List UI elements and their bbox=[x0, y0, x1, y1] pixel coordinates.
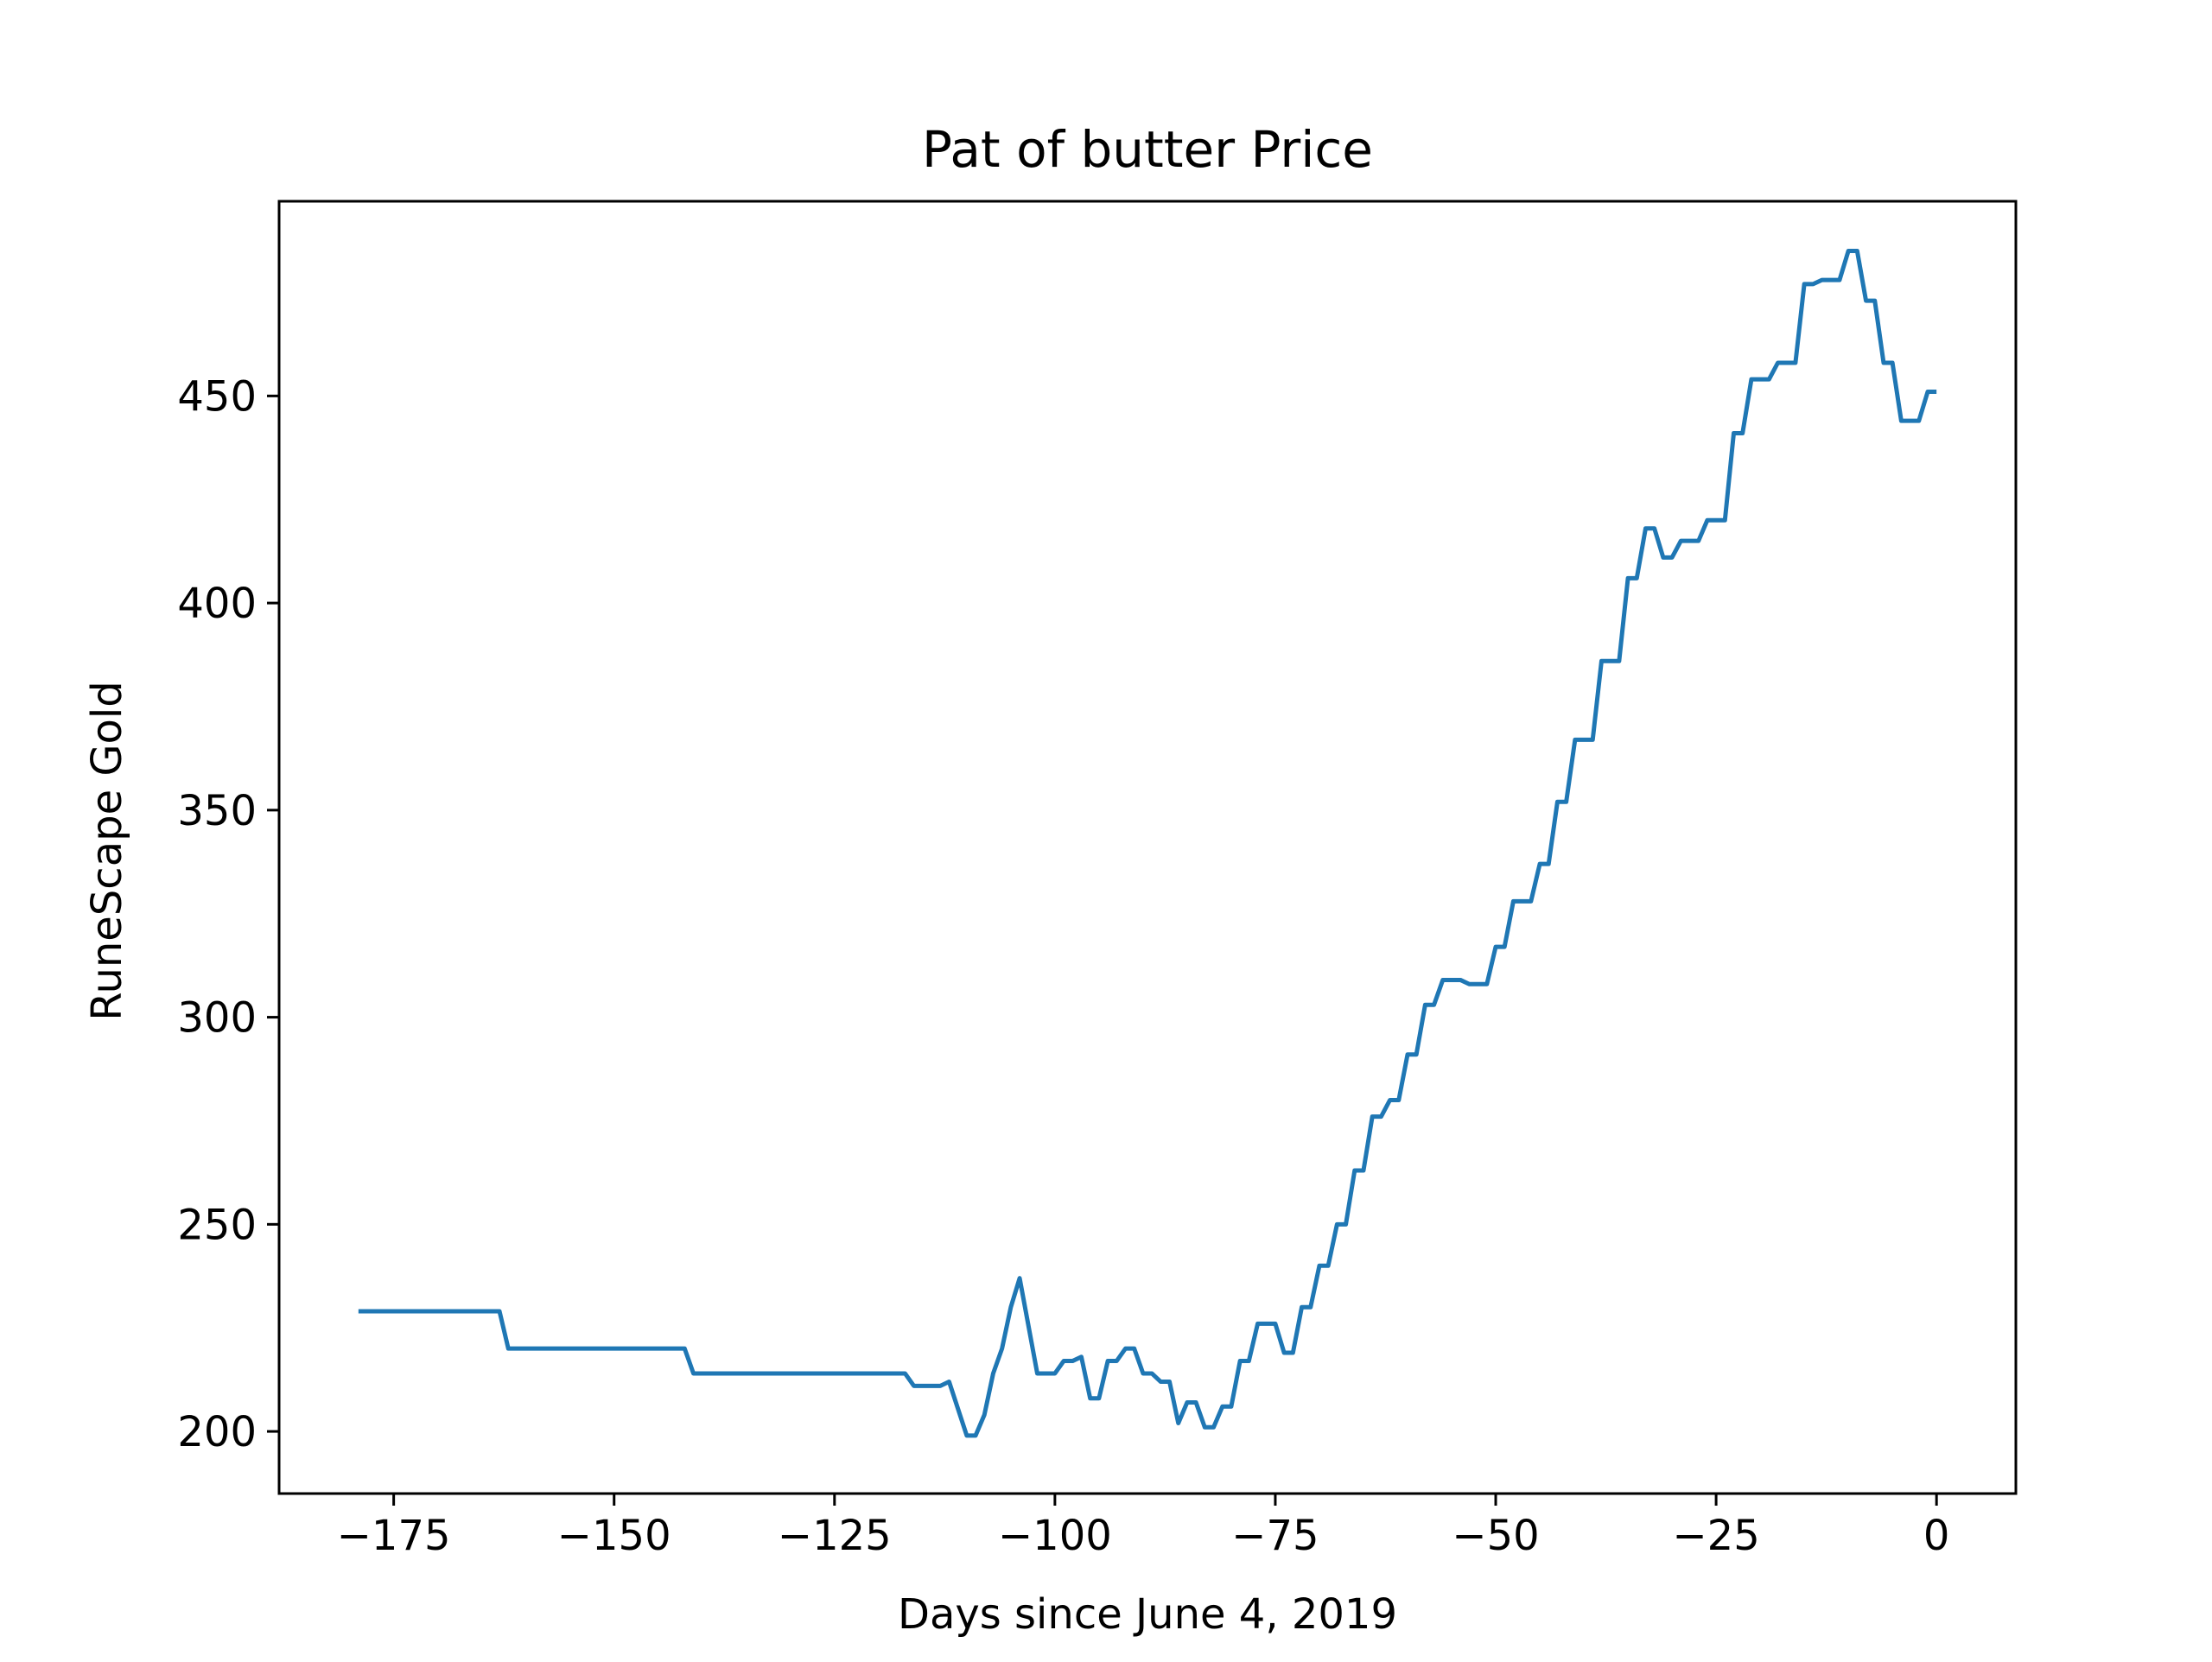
plot-frame bbox=[277, 200, 2018, 1495]
x-axis: −175 −150 −125 −100 −75 −50 −25 0 bbox=[337, 1494, 1950, 1560]
y-axis: 200 250 300 350 400 450 bbox=[177, 372, 279, 1456]
y-tick-label: 350 bbox=[177, 787, 257, 835]
y-tick-label: 300 bbox=[177, 994, 257, 1043]
x-tick-label: −125 bbox=[778, 1512, 892, 1560]
series-line-0 bbox=[358, 249, 1937, 1438]
y-tick-label: 250 bbox=[177, 1201, 257, 1249]
x-tick-label: −75 bbox=[1231, 1512, 1319, 1560]
x-tick-label: −150 bbox=[557, 1512, 671, 1560]
chart-title: Pat of butter Price bbox=[922, 120, 1373, 179]
x-axis-label: Days since June 4, 2019 bbox=[898, 1590, 1397, 1639]
x-tick-label: −50 bbox=[1452, 1512, 1539, 1560]
y-tick-label: 450 bbox=[177, 372, 257, 421]
y-tick-label: 200 bbox=[177, 1408, 257, 1456]
plot-area bbox=[358, 249, 1937, 1438]
x-tick-label: −25 bbox=[1672, 1512, 1759, 1560]
y-axis-label: RuneScape Gold bbox=[83, 681, 131, 1020]
x-tick-label: 0 bbox=[1923, 1512, 1950, 1560]
x-tick-label: −100 bbox=[998, 1512, 1112, 1560]
x-tick-label: −175 bbox=[337, 1512, 451, 1560]
y-tick-label: 400 bbox=[177, 580, 257, 628]
